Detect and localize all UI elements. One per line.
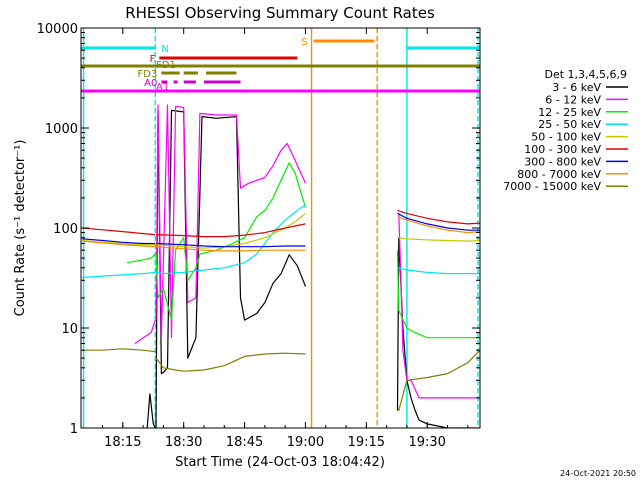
series-line-7000-15000-kev-segment-1: [82, 348, 156, 353]
chart-title: RHESSI Observing Summary Count Rates: [125, 4, 435, 22]
series-line-100-300-kev-segment-2: [155, 223, 306, 238]
series-line-3-6-kev-segment-1: [146, 393, 156, 428]
x-tick-label-6: 19:30: [408, 435, 445, 450]
legend-label-3-6-kev: 3 - 6 keV: [552, 81, 601, 94]
series-line-800-7000-kev-segment-2: [155, 246, 306, 252]
legend-label-6-12-kev: 6 - 12 keV: [545, 93, 601, 106]
x-tick-label-3: 18:45: [226, 435, 263, 450]
legend-label-50-100-kev: 50 - 100 keV: [531, 131, 601, 144]
legend-label-300-800-kev: 300 - 800 keV: [524, 155, 601, 168]
flag-label-n: N: [161, 44, 168, 55]
series-line-100-300-kev-segment-1: [82, 227, 156, 236]
flag-label-a0: A0: [144, 78, 157, 89]
legend-label-100-300-kev: 100 - 300 keV: [524, 143, 601, 156]
x-tick-label-2: 18:30: [165, 435, 202, 450]
legend-header: Det 1,3,4,5,6,9: [544, 68, 627, 81]
y-tick-label-5: 10000: [37, 22, 78, 37]
legend-label-12-25-kev: 12 - 25 keV: [538, 106, 601, 119]
plot-area: [81, 28, 480, 428]
series-line-100-300-kev-segment-3: [397, 209, 480, 225]
series-line-50-100-kev-segment-2: [155, 212, 306, 249]
legend-label-25-50-kev: 25 - 50 keV: [538, 118, 601, 131]
series-line-800-7000-kev-segment-3: [397, 216, 480, 234]
series-line-6-12-kev-segment-2: [155, 104, 307, 339]
series-line-800-7000-kev-segment-1: [82, 240, 156, 248]
x-tick-label-1: 18:15: [104, 435, 141, 450]
x-tick-label-5: 19:15: [348, 435, 385, 450]
x-tick-label-4: 19:00: [287, 435, 324, 450]
series-line-6-12-kev-segment-1: [134, 319, 156, 344]
series-line-300-800-kev-segment-1: [82, 238, 156, 245]
flag-label-fd1: FD1: [156, 60, 176, 71]
series-line-25-50-kev-segment-1: [82, 271, 156, 279]
series-line-12-25-kev-segment-1: [126, 253, 156, 264]
series-line-12-25-kev-segment-3: [396, 250, 480, 339]
y-axis-label: Count Rate (s⁻¹ detector⁻¹): [13, 140, 28, 317]
y-tick-label-1: 1: [70, 422, 78, 437]
series-line-50-100-kev-segment-3: [397, 237, 480, 242]
x-axis-label: Start Time (24-Oct-03 18:04:42): [175, 455, 385, 470]
flag-label-f: F: [150, 54, 156, 65]
flag-label-a1: A1: [156, 82, 169, 93]
axis-layer: 18:15 18:30 18:45 19:00 19:15 19:30 1 10 100 1000…: [37, 22, 480, 450]
legend-label-800-7000-kev: 800 - 7000 keV: [517, 168, 601, 181]
flag-label-fd3: FD3: [138, 69, 158, 80]
flag-label-s: S: [301, 37, 307, 48]
y-tick-label-3: 100: [53, 222, 78, 237]
legend-label-7000-15000-kev: 7000 - 15000 keV: [503, 180, 601, 193]
series-line-300-800-kev-segment-2: [155, 242, 306, 248]
series-line-300-800-kev-segment-3: [397, 212, 480, 231]
series-line-3-6-kev-segment-2: [155, 109, 307, 428]
series-line-25-50-kev-segment-3: [397, 267, 480, 275]
y-tick-label-2: 10: [61, 322, 78, 337]
timestamp-label: 24-Oct-2021 20:50: [560, 469, 636, 478]
y-tick-label-4: 1000: [45, 122, 78, 137]
series-line-25-50-kev-segment-2: [155, 204, 306, 275]
series-line-7000-15000-kev-segment-2: [155, 352, 306, 372]
series-line-7000-15000-kev-segment-3: [397, 349, 480, 411]
